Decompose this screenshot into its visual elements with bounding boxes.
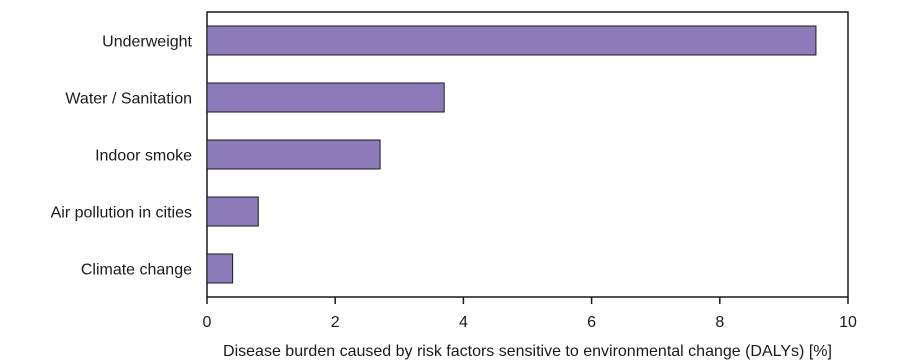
- category-label: Underweight: [102, 34, 192, 51]
- x-tick-label: 10: [839, 314, 857, 331]
- x-tick-label: 6: [587, 314, 596, 331]
- bar-underweight: [206, 25, 817, 56]
- bar-climate-change: [206, 253, 234, 284]
- bars-group: [206, 25, 817, 284]
- x-tick-label: 4: [459, 314, 468, 331]
- x-axis-ticks: 0 2 4 6 8 10: [203, 297, 857, 331]
- x-tick-label: 8: [715, 314, 724, 331]
- x-tick-label: 0: [203, 314, 212, 331]
- category-label: Indoor smoke: [95, 148, 192, 165]
- category-label: Water / Sanitation: [65, 91, 192, 108]
- category-label: Air pollution in cities: [51, 205, 192, 222]
- bar-water-sanitation: [206, 82, 445, 113]
- x-tick-label: 2: [331, 314, 340, 331]
- category-label: Climate change: [81, 262, 192, 279]
- x-axis-title: Disease burden caused by risk factors se…: [223, 343, 832, 360]
- bar-indoor-smoke: [206, 139, 381, 170]
- bar-air-pollution-in-cities: [206, 196, 259, 227]
- category-labels: Underweight Water / Sanitation Indoor smok…: [51, 34, 193, 279]
